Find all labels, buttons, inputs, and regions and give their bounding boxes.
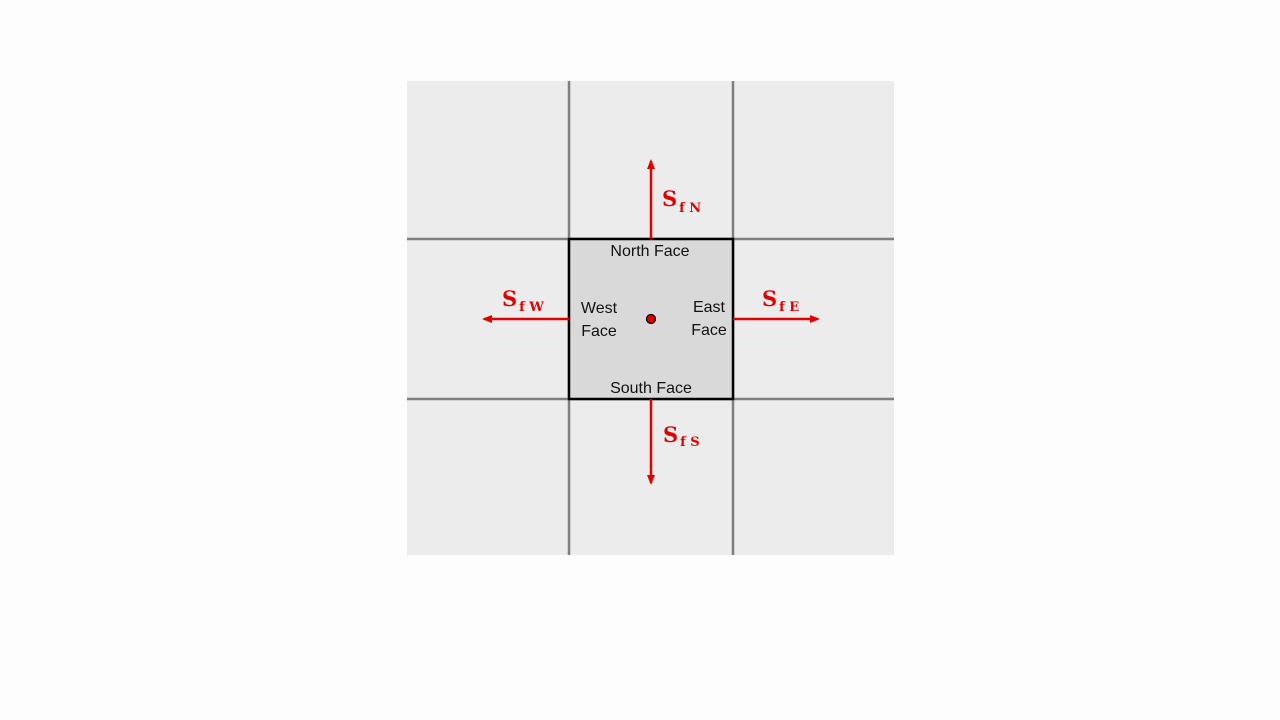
- west-face-label-line2: Face: [581, 323, 617, 340]
- east-face-label-line1: East: [693, 299, 726, 316]
- west-vector-symbol: S: [502, 286, 517, 311]
- south-vector-subscript: f S: [680, 435, 700, 450]
- west-face-label-line1: West: [581, 300, 618, 317]
- cell-centroid: [645, 313, 657, 325]
- west-vector-subscript: f W: [519, 300, 544, 315]
- south-vector-symbol: S: [663, 422, 678, 447]
- east-vector-subscript: f E: [779, 300, 799, 315]
- east-vector-symbol: S: [762, 286, 777, 311]
- south-face-label: South Face: [610, 380, 692, 397]
- north-face-label: North Face: [610, 243, 689, 260]
- face-vectors: [482, 159, 820, 485]
- north-vector-symbol: S: [662, 186, 677, 211]
- north-vector-subscript: f N: [679, 201, 701, 216]
- east-face-label-line2: Face: [691, 322, 727, 339]
